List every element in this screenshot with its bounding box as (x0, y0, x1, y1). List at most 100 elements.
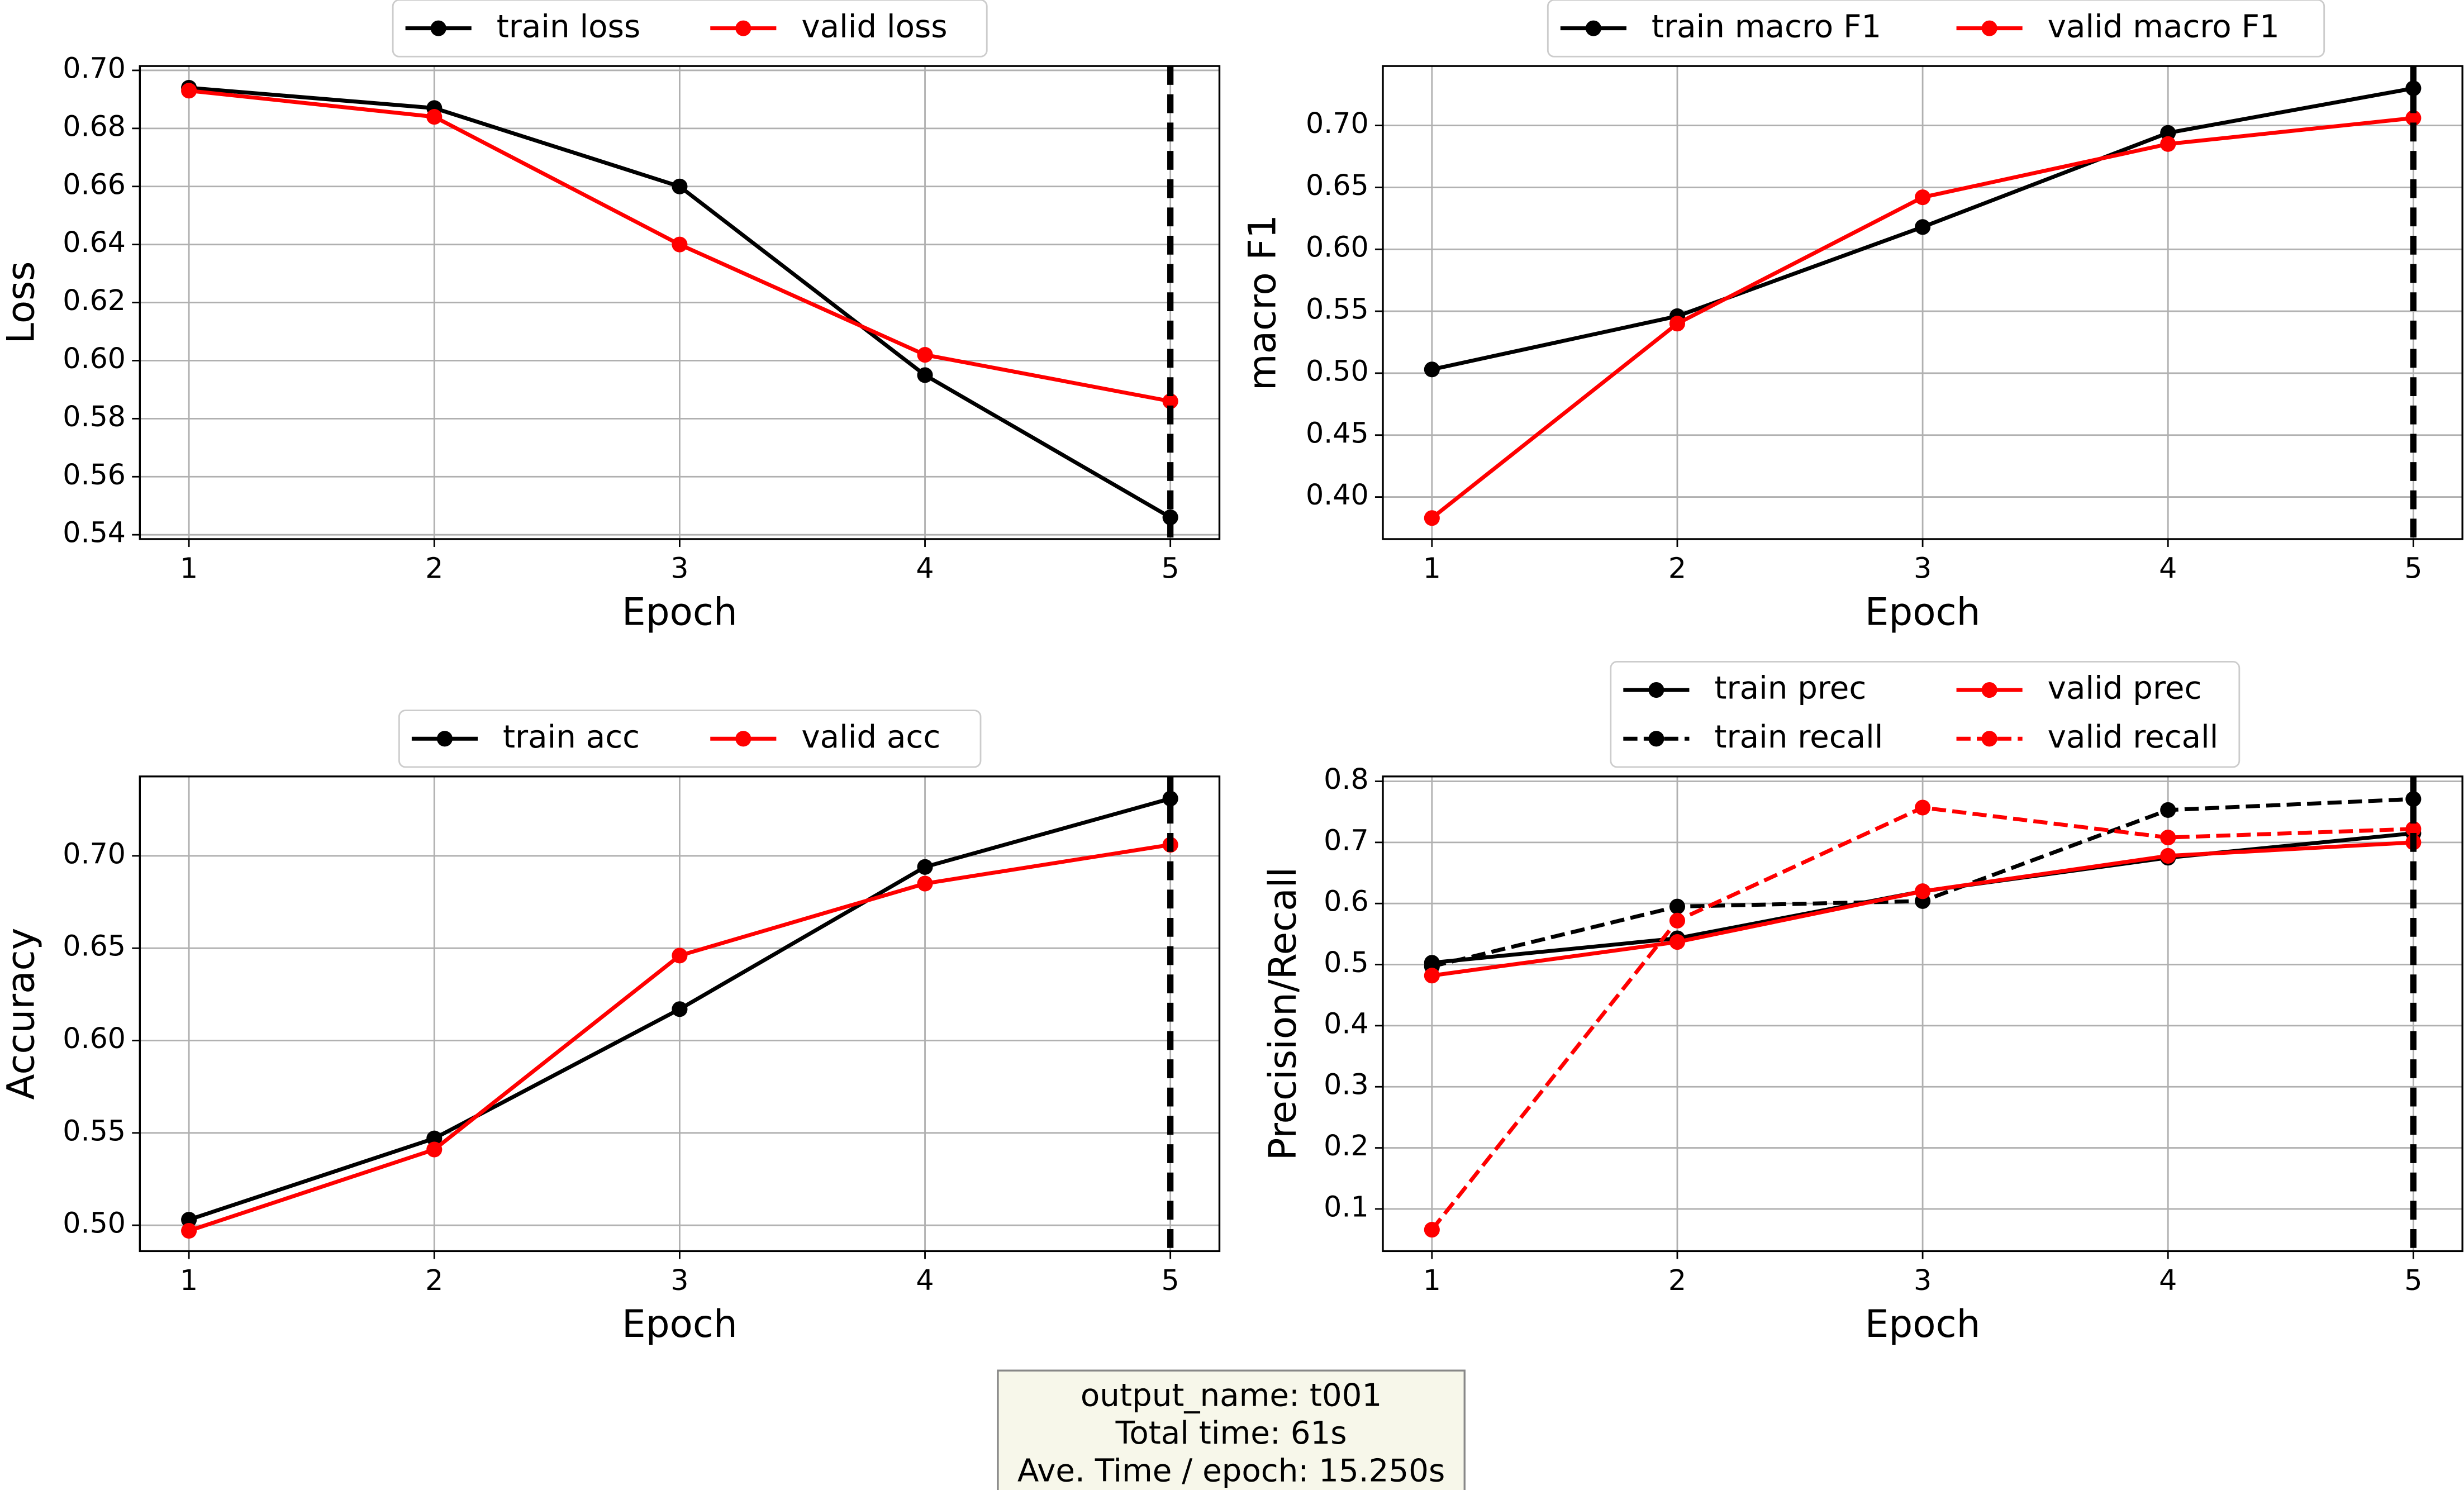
x-tick-label: 4 (916, 1264, 934, 1297)
marker (1669, 316, 1686, 332)
x-tick-label: 1 (180, 552, 198, 585)
legend (1547, 0, 2325, 58)
y-tick-label: 0.56 (63, 458, 126, 491)
y-tick-label: 0.65 (63, 930, 126, 963)
info-line: output_name: t001 (1081, 1378, 1382, 1414)
x-tick-label: 5 (2404, 1264, 2422, 1297)
y-tick-label: 0.50 (1306, 354, 1369, 387)
marker (1669, 912, 1686, 929)
y-tick-label: 0.7 (1324, 823, 1369, 856)
x-axis-label: Epoch (1865, 1302, 1981, 1346)
marker (2160, 136, 2176, 152)
x-tick-label: 1 (1423, 552, 1441, 585)
x-tick-label: 2 (425, 1264, 443, 1297)
y-tick-label: 0.50 (63, 1207, 126, 1240)
info-box (997, 1369, 1466, 1490)
legend-marker (430, 20, 446, 36)
marker (2160, 830, 2176, 846)
marker (181, 83, 197, 99)
y-tick-label: 0.40 (1306, 478, 1369, 511)
legend-label: valid loss (801, 8, 947, 45)
y-tick-label: 0.5 (1324, 946, 1369, 979)
marker (2160, 125, 2176, 141)
marker (917, 875, 933, 892)
marker (1162, 393, 1178, 410)
marker (2405, 110, 2422, 126)
y-tick-label: 0.54 (63, 516, 126, 549)
x-tick-label: 5 (1162, 1264, 1179, 1297)
y-tick-label: 0.70 (63, 51, 126, 84)
plot-frame (1382, 65, 2463, 540)
y-tick-label: 0.58 (63, 400, 126, 433)
y-tick-label: 0.68 (63, 110, 126, 142)
x-axis-label: Epoch (622, 590, 738, 634)
marker (426, 109, 443, 125)
y-tick-label: 0.70 (1306, 107, 1369, 140)
legend (1610, 660, 2241, 768)
plot-frame (1382, 775, 2463, 1253)
x-tick-label: 3 (670, 552, 688, 585)
y-axis-label: Loss (0, 261, 43, 344)
x-tick-label: 2 (1668, 1264, 1686, 1297)
marker (1915, 219, 1931, 235)
y-tick-label: 0.2 (1324, 1129, 1369, 1162)
y-tick-label: 0.62 (63, 284, 126, 317)
legend-marker (1981, 682, 1997, 698)
y-tick-label: 0.6 (1324, 885, 1369, 918)
marker (917, 859, 933, 875)
x-tick-label: 3 (670, 1264, 688, 1297)
marker (1915, 883, 1931, 899)
legend-label: train loss (497, 8, 640, 45)
y-tick-label: 0.55 (63, 1114, 126, 1147)
marker (2160, 848, 2176, 864)
y-axis-label: Precision/Recall (1260, 867, 1305, 1160)
x-tick-label: 1 (1423, 1264, 1441, 1297)
x-axis-label: Epoch (622, 1302, 738, 1346)
x-tick-label: 4 (916, 552, 934, 585)
y-tick-label: 0.55 (1306, 293, 1369, 326)
legend-label: valid acc (801, 719, 940, 755)
y-tick-label: 0.70 (63, 837, 126, 870)
marker (672, 948, 688, 964)
legend-marker (735, 20, 751, 36)
legend-marker (1981, 20, 1997, 36)
legend-label: valid recall (2048, 719, 2219, 755)
legend-marker (1981, 731, 1997, 747)
marker (672, 236, 688, 253)
marker (181, 1212, 197, 1228)
marker (1915, 799, 1931, 816)
y-tick-label: 0.60 (1306, 231, 1369, 264)
y-axis-label: macro F1 (1240, 215, 1285, 391)
legend-marker (1585, 20, 1601, 36)
marker (917, 367, 933, 383)
legend-label: train acc (503, 719, 640, 755)
x-tick-label: 1 (180, 1264, 198, 1297)
legend (398, 710, 982, 768)
marker (1424, 510, 1440, 526)
y-tick-label: 0.64 (63, 226, 126, 259)
legend-label: valid macro F1 (2048, 8, 2280, 45)
x-tick-label: 3 (1914, 1264, 1932, 1297)
marker (426, 1130, 443, 1146)
plot-frame (139, 775, 1221, 1253)
y-tick-label: 0.60 (63, 1022, 126, 1055)
y-tick-label: 0.45 (1306, 416, 1369, 449)
marker (1669, 934, 1686, 950)
marker (672, 1001, 688, 1017)
marker (672, 178, 688, 194)
x-tick-label: 4 (2159, 552, 2177, 585)
legend-marker (1648, 682, 1664, 698)
legend-label: train recall (1714, 719, 1883, 755)
legend-marker (1648, 731, 1664, 747)
x-tick-label: 3 (1914, 552, 1932, 585)
y-tick-label: 0.3 (1324, 1068, 1369, 1101)
y-tick-label: 0.1 (1324, 1190, 1369, 1223)
plot-frame (139, 65, 1221, 540)
legend-marker (436, 731, 453, 747)
x-tick-label: 2 (425, 552, 443, 585)
marker (2405, 821, 2422, 837)
legend-label: train prec (1714, 670, 1866, 707)
marker (1424, 361, 1440, 378)
